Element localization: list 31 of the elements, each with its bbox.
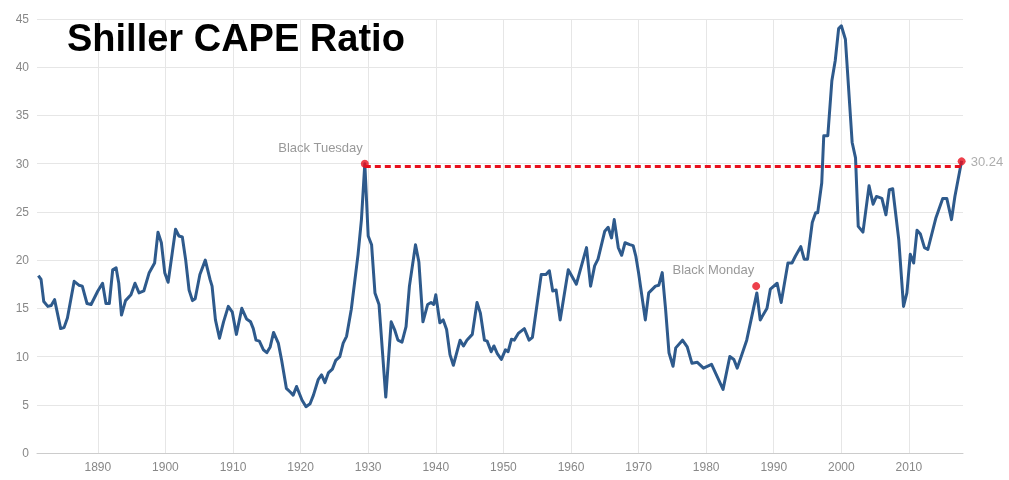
x-tick-label: 1900	[152, 460, 180, 474]
x-tick-label: 1940	[422, 460, 450, 474]
y-tick-label: 25	[15, 204, 30, 219]
y-tick-label: 35	[15, 108, 30, 123]
x-tick-label: 1910	[219, 460, 247, 474]
data-label: 30.24	[970, 153, 1004, 169]
point	[360, 159, 369, 168]
y-tick-label: 20	[15, 253, 30, 268]
x-tick-label: 1970	[625, 460, 653, 474]
x-tick-label: 1980	[692, 460, 720, 474]
x-tick-label: 1920	[287, 460, 315, 474]
line-series	[36, 24, 964, 409]
annotation: Black Monday	[672, 262, 755, 278]
annotation: Black Tuesday	[278, 139, 364, 155]
y-tick-label: 45	[15, 12, 30, 26]
y-tick-label: 5	[22, 397, 30, 412]
x-tick-label: 1990	[760, 460, 788, 474]
x-tick-label: 1960	[557, 460, 585, 474]
x-tick-label: 1950	[490, 460, 518, 474]
y-tick-label: 10	[15, 349, 30, 364]
point	[752, 282, 761, 291]
x-tick-label: 1930	[354, 460, 382, 474]
y-tick-label: 30	[15, 156, 30, 171]
x-tick-label: 2000	[827, 460, 856, 474]
x-tick-label: 1890	[84, 460, 112, 474]
point	[957, 157, 966, 166]
x-tick-label: 2010	[895, 460, 923, 474]
y-tick-label: 0	[22, 446, 30, 460]
chart-title: Shiller CAPE Ratio	[67, 17, 405, 59]
y-tick-label: 15	[15, 301, 30, 316]
y-tick-label: 40	[15, 60, 30, 75]
